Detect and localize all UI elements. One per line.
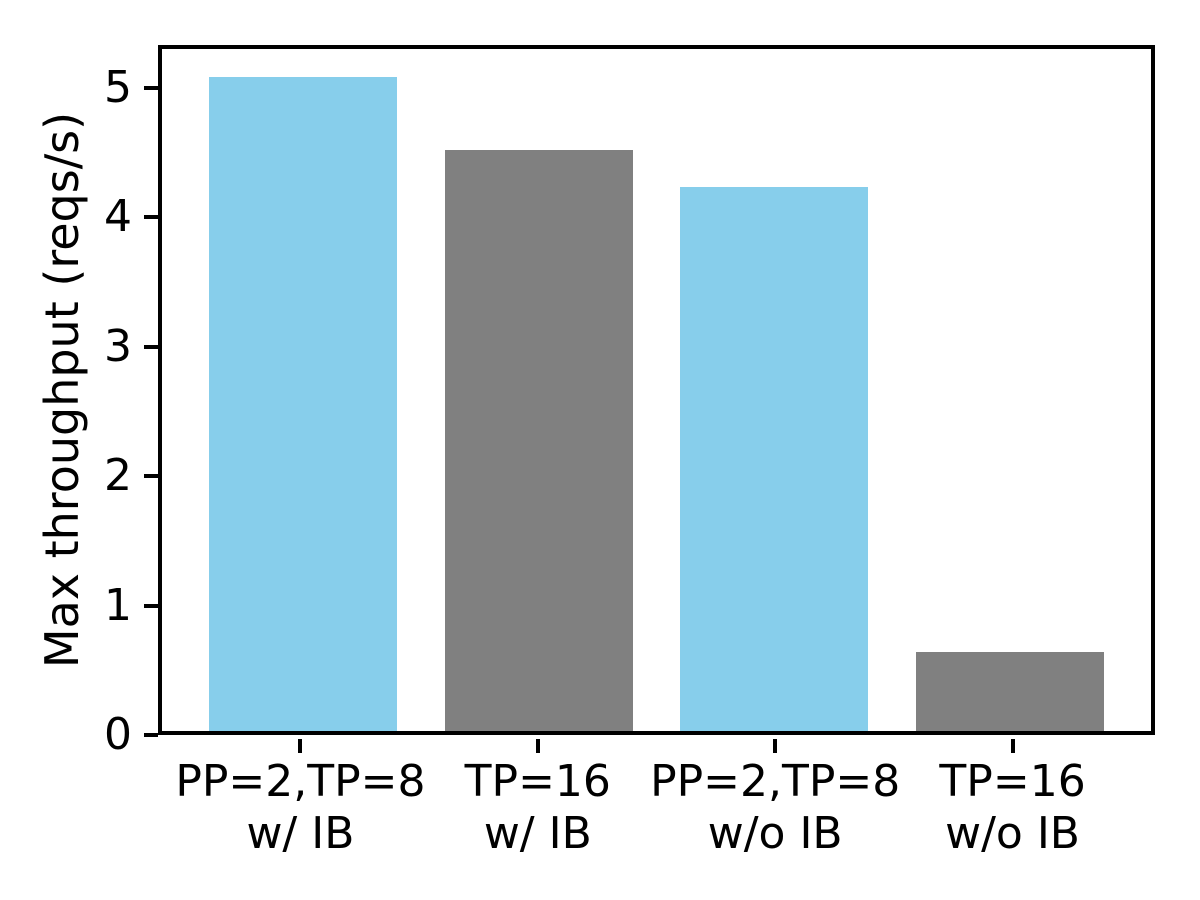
x-tick-label-line2: w/ IB [483,808,592,859]
y-tick-mark [144,474,158,479]
x-tick-label-line1: TP=16 [464,756,611,807]
y-tick-label-2: 2 [104,450,132,502]
x-tick-label-line1: PP=2,TP=8 [650,756,901,807]
x-tick-label-2: TP=16 w/ IB [328,756,748,860]
y-tick-label-4: 4 [104,191,132,243]
y-tick-mark [144,215,158,220]
bar-3 [680,187,869,731]
bar-1 [209,77,398,731]
y-tick-label-1: 1 [104,579,132,631]
y-tick-mark [144,733,158,737]
x-tick-mark [773,739,778,753]
y-tick-mark [144,603,158,608]
x-tick-label-line2: w/o IB [945,808,1080,859]
y-tick-mark [144,344,158,349]
x-tick-label-3: PP=2,TP=8 w/o IB [565,756,985,860]
x-tick-mark [1010,739,1015,753]
x-tick-label-line1: TP=16 [939,756,1086,807]
bar-2 [444,149,633,731]
y-tick-label-0: 0 [104,709,132,760]
x-tick-label-line2: w/o IB [707,808,843,859]
x-tick-label-line2: w/ IB [246,808,355,859]
x-tick-mark [298,739,303,753]
y-tick-label-3: 3 [104,320,132,372]
x-tick-label-4: TP=16 w/o IB [803,756,1200,860]
x-tick-label-line1: PP=2,TP=8 [175,756,426,807]
y-tick-mark [144,85,158,90]
bar-4 [915,652,1104,731]
y-tick-label-5: 5 [104,61,132,113]
x-tick-mark [535,739,540,753]
x-tick-label-1: PP=2,TP=8 w/ IB [90,756,510,860]
plot-area [158,45,1155,735]
